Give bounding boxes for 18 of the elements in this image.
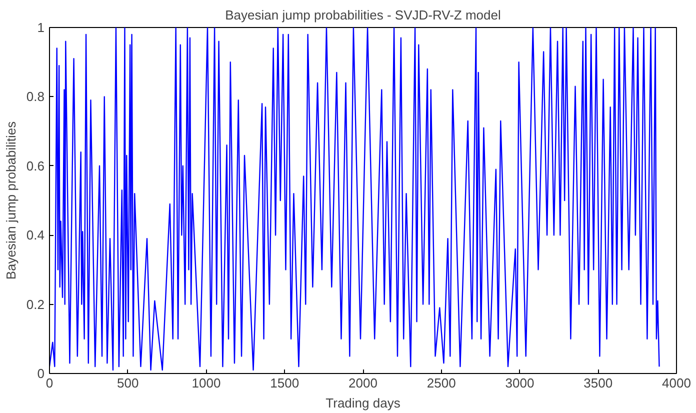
x-tick-label: 2000 (348, 376, 378, 390)
y-tick-label: 1 (37, 20, 45, 35)
y-tick-label: 0 (37, 366, 45, 381)
x-tick-label: 1000 (192, 376, 221, 390)
x-axis-title: Trading days (326, 396, 401, 410)
chart-title: Bayesian jump probabilities - SVJD-RV-Z model (225, 8, 501, 22)
x-tick-label: 3500 (584, 376, 613, 390)
y-tick-label: 0.8 (26, 89, 45, 104)
y-tick-label: 0.4 (26, 228, 45, 243)
x-tick-label: 500 (117, 376, 139, 390)
x-tick-label: 2500 (426, 376, 456, 390)
line-series (50, 28, 660, 371)
x-tick-label: 4000 (662, 376, 691, 390)
x-tick-label: 1500 (270, 376, 300, 390)
x-tick-label: 3000 (505, 376, 534, 390)
y-axis-title: Bayesian jump probabilities (3, 120, 18, 280)
y-tick-label: 0.6 (26, 158, 45, 174)
y-tick-label: 0.2 (26, 296, 45, 312)
